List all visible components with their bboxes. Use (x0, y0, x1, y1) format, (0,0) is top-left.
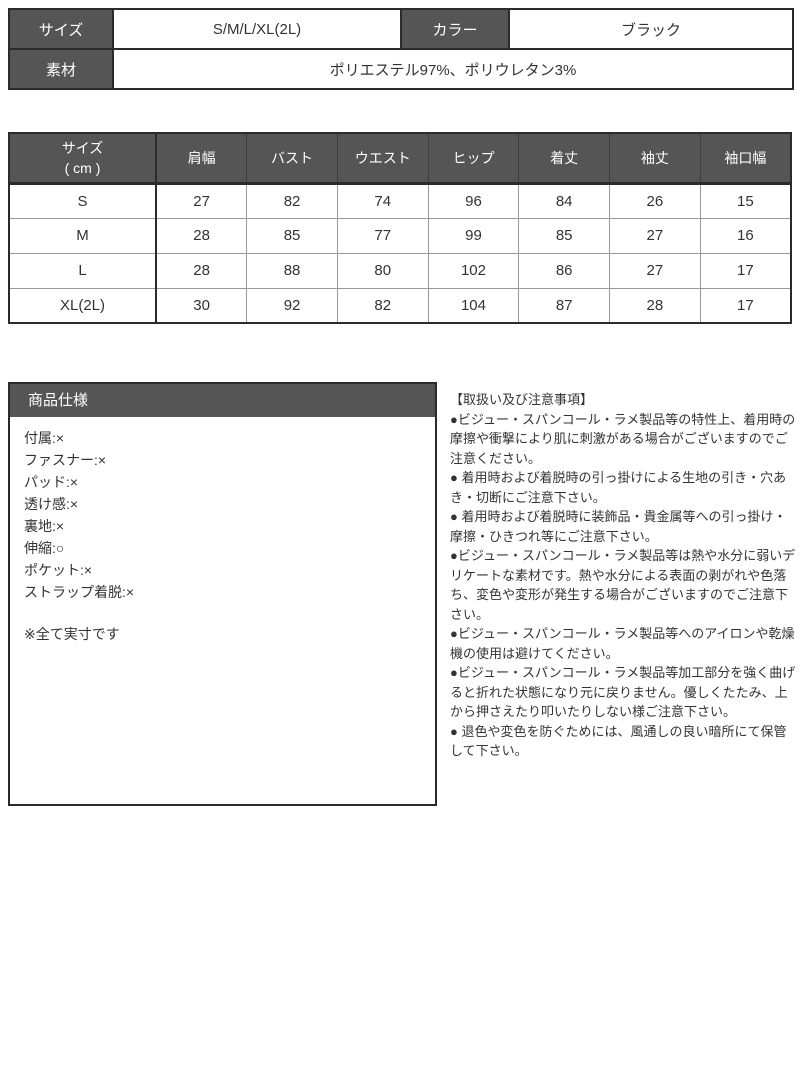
value-cell: 28 (155, 217, 248, 254)
precaution-item: ●ビジュー・スパンコール・ラメ製品等は熱や水分に弱いデリケートな素材です。熱や水… (450, 548, 796, 622)
size-value: S/M/L/XL(2L) (112, 8, 402, 50)
precautions-section: 【取扱い及び注意事項】 ●ビジュー・スパンコール・ラメ製品等の特性上、着用時の摩… (450, 390, 798, 761)
spec-item-pocket: ポケット:× (24, 562, 93, 578)
spec-item-pad: パッド:× (24, 474, 79, 490)
spec-item-sheerness: 透け感:× (24, 496, 79, 512)
value-cell: 27 (609, 217, 701, 254)
size-chart-header-row: サイズ ( cm ) 肩幅 バスト ウエスト ヒップ 着丈 袖丈 袖口幅 (8, 132, 792, 185)
size-label: サイズ (8, 8, 114, 50)
precaution-item: ● 着用時および着脱時の引っ掛けによる生地の引き・穴あき・切断にご注意下さい。 (450, 470, 787, 505)
spec-measurement-note: ※全て実寸です (24, 626, 120, 642)
value-cell: 86 (518, 252, 611, 289)
value-cell: 80 (336, 252, 429, 289)
material-label: 素材 (8, 48, 114, 90)
precaution-item: ●ビジュー・スパンコール・ラメ製品等加工部分を強く曲げると折れた状態になり元に戻… (450, 665, 796, 719)
value-cell: 88 (246, 252, 338, 289)
col-header-cuff: 袖口幅 (699, 132, 792, 185)
table-row: 素材 ポリエステル97%、ポリウレタン3% (8, 48, 794, 90)
value-cell: 26 (609, 182, 701, 219)
value-cell: 16 (699, 217, 792, 254)
precautions-title: 【取扱い及び注意事項】 (450, 392, 594, 407)
value-cell: 17 (699, 287, 792, 324)
precaution-item: ●ビジュー・スパンコール・ラメ製品等へのアイロンや乾燥機の使用は避けてください。 (450, 626, 795, 661)
value-cell: 85 (246, 217, 338, 254)
table-row: XL(2L) 30 92 82 104 87 28 17 (8, 287, 792, 324)
size-cell: XL(2L) (8, 287, 157, 324)
spec-item-accessory: 付属:× (24, 430, 65, 446)
col-header-waist: ウエスト (336, 132, 429, 185)
precaution-item: ● 着用時および着脱時に装飾品・貴金属等への引っ掛け・摩擦・ひきつれ等にご注意下… (450, 509, 787, 544)
spec-item-strap: ストラップ着脱:× (24, 584, 135, 600)
product-spec-box: 商品仕様 付属:× ファスナー:× パッド:× 透け感:× 裏地:× 伸縮:○ … (8, 382, 437, 806)
spec-box-body: 付属:× ファスナー:× パッド:× 透け感:× 裏地:× 伸縮:○ ポケット:… (10, 417, 435, 655)
size-cell: L (8, 252, 157, 289)
value-cell: 74 (336, 182, 429, 219)
value-cell: 99 (427, 217, 520, 254)
value-cell: 15 (699, 182, 792, 219)
value-cell: 104 (427, 287, 520, 324)
col-header-length: 着丈 (518, 132, 611, 185)
col-header-sleeve: 袖丈 (609, 132, 701, 185)
value-cell: 82 (336, 287, 429, 324)
value-cell: 96 (427, 182, 520, 219)
table-row: M 28 85 77 99 85 27 16 (8, 217, 792, 254)
spec-item-stretch: 伸縮:○ (24, 540, 65, 556)
precaution-item: ● 退色や変色を防ぐためには、風通しの良い暗所にて保管して下さい。 (450, 723, 787, 759)
value-cell: 77 (336, 217, 429, 254)
size-chart-table: サイズ ( cm ) 肩幅 バスト ウエスト ヒップ 着丈 袖丈 袖口幅 S 2… (8, 132, 792, 324)
material-value: ポリエステル97%、ポリウレタン3% (112, 48, 794, 90)
col-header-bust: バスト (246, 132, 338, 185)
value-cell: 28 (609, 287, 701, 324)
value-cell: 85 (518, 217, 611, 254)
size-cell: M (8, 217, 157, 254)
table-row: サイズ S/M/L/XL(2L) カラー ブラック (8, 8, 794, 50)
value-cell: 102 (427, 252, 520, 289)
spec-item-lining: 裏地:× (24, 518, 65, 534)
value-cell: 82 (246, 182, 338, 219)
value-cell: 92 (246, 287, 338, 324)
corner-line1: サイズ (61, 139, 104, 156)
value-cell: 84 (518, 182, 611, 219)
value-cell: 87 (518, 287, 611, 324)
corner-line2: ( cm ) (64, 159, 101, 176)
color-label: カラー (400, 8, 510, 50)
value-cell: 28 (155, 252, 248, 289)
spec-box-title: 商品仕様 (10, 384, 435, 417)
col-header-hip: ヒップ (427, 132, 520, 185)
size-chart-corner-header: サイズ ( cm ) (8, 132, 157, 185)
table-row: S 27 82 74 96 84 26 15 (8, 182, 792, 219)
value-cell: 17 (699, 252, 792, 289)
value-cell: 27 (609, 252, 701, 289)
precaution-item: ●ビジュー・スパンコール・ラメ製品等の特性上、着用時の摩擦や衝撃により肌に刺激が… (450, 411, 796, 466)
col-header-shoulder: 肩幅 (155, 132, 248, 185)
product-info-table: サイズ S/M/L/XL(2L) カラー ブラック 素材 ポリエステル97%、ポ… (8, 8, 794, 90)
table-row: L 28 88 80 102 86 27 17 (8, 252, 792, 289)
value-cell: 30 (155, 287, 248, 324)
spec-item-fastener: ファスナー:× (24, 452, 107, 468)
size-cell: S (8, 182, 157, 219)
color-value: ブラック (508, 8, 794, 50)
value-cell: 27 (155, 182, 248, 219)
